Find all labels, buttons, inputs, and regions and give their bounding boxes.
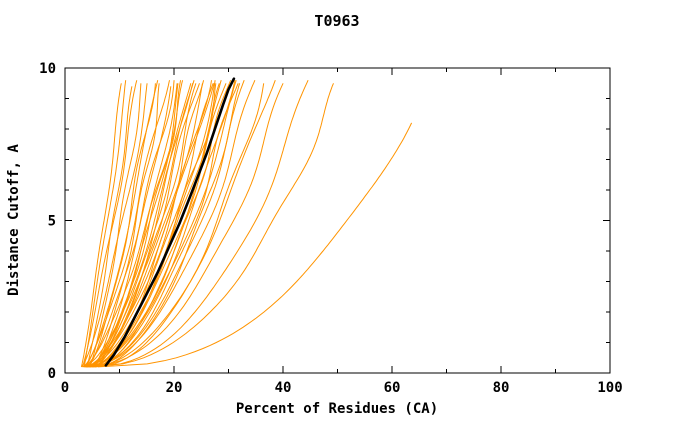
plot-area: 0 20 40 60 80 100 0 5 10 — [39, 61, 623, 396]
model-curve — [92, 80, 236, 368]
model-curve — [83, 80, 184, 368]
best-model-curve — [104, 77, 236, 367]
y-tick-label: 10 — [39, 61, 56, 77]
x-axis-label: Percent of Residues (CA) — [236, 401, 438, 417]
chart-title: T0963 — [314, 12, 359, 30]
model-curve — [80, 83, 122, 368]
model-curve — [94, 83, 265, 368]
x-tick-label: 100 — [597, 380, 622, 396]
y-tick-label: 5 — [48, 214, 56, 230]
y-tick-label: 0 — [48, 366, 56, 382]
model-curve — [85, 80, 175, 368]
model-curve — [85, 80, 237, 368]
x-tick-label: 0 — [61, 380, 69, 396]
model-curve — [91, 83, 160, 368]
model-curve — [89, 83, 142, 368]
model-curve — [89, 80, 182, 368]
model-curve — [90, 80, 216, 368]
model-curve — [88, 83, 334, 368]
model-curve — [81, 83, 148, 368]
model-curve — [82, 80, 138, 368]
model-curve — [85, 83, 200, 368]
y-axis-label: Distance Cutoff, A — [6, 144, 22, 296]
model-curve — [86, 80, 256, 368]
model-curve — [85, 83, 284, 368]
model-curve — [84, 80, 159, 368]
model-curve — [94, 83, 178, 368]
model-curve — [93, 83, 197, 368]
model-curve — [91, 83, 220, 368]
model-curve — [92, 79, 309, 368]
model-curve — [97, 122, 413, 368]
x-tick-label: 40 — [275, 380, 292, 396]
model-curve — [87, 83, 227, 368]
model-curve — [89, 80, 276, 368]
model-curve — [86, 86, 133, 368]
model-curve — [89, 83, 239, 368]
x-tick-label: 80 — [493, 380, 510, 396]
model-curve — [82, 83, 194, 368]
x-tick-label: 20 — [166, 380, 183, 396]
model-curve — [83, 80, 127, 367]
x-tick-label: 60 — [384, 380, 401, 396]
model-curve — [82, 80, 170, 368]
model-curve — [86, 80, 245, 368]
